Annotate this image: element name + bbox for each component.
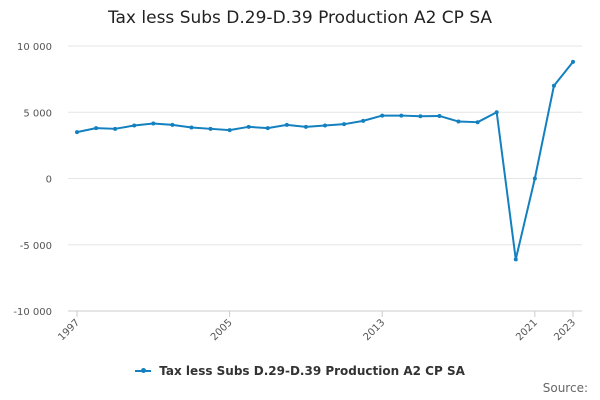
series-line	[76, 61, 574, 261]
x-tick-label: 2021	[514, 317, 540, 343]
series-group	[75, 59, 575, 262]
y-tick-label: 10 000	[17, 42, 52, 53]
data-point[interactable]	[513, 257, 518, 262]
data-point[interactable]	[284, 122, 289, 127]
data-point[interactable]	[75, 130, 79, 135]
data-point[interactable]	[437, 113, 442, 118]
legend[interactable]: Tax less Subs D.29-D.39 Production A2 CP…	[0, 364, 600, 378]
data-point[interactable]	[456, 119, 461, 124]
data-point[interactable]	[189, 125, 194, 130]
data-point[interactable]	[323, 123, 327, 128]
data-point[interactable]	[170, 122, 175, 127]
data-point[interactable]	[342, 122, 347, 127]
data-point[interactable]	[380, 113, 385, 118]
data-point[interactable]	[227, 128, 232, 133]
data-point[interactable]	[303, 124, 308, 129]
data-point[interactable]	[132, 123, 137, 128]
chart-title: Tax less Subs D.29-D.39 Production A2 CP…	[107, 8, 493, 28]
x-tick-label: 2023	[552, 317, 578, 343]
data-point[interactable]	[475, 120, 480, 125]
y-tick-label: 0	[46, 175, 52, 186]
data-point[interactable]	[113, 126, 118, 131]
data-point[interactable]	[532, 176, 537, 181]
x-tick-label: 1997	[56, 317, 82, 343]
y-tick-label: -5 000	[20, 241, 52, 252]
data-point[interactable]	[571, 59, 575, 64]
data-point[interactable]	[494, 110, 499, 115]
data-point[interactable]	[418, 114, 423, 119]
legend-label: Tax less Subs D.29-D.39 Production A2 CP…	[159, 364, 465, 378]
data-point[interactable]	[361, 118, 366, 123]
data-point[interactable]	[151, 121, 156, 126]
y-tick-label: 5 000	[23, 108, 52, 119]
data-point[interactable]	[399, 113, 404, 118]
data-point[interactable]	[246, 124, 251, 129]
legend-line-marker-icon	[135, 367, 152, 373]
y-axis-ticks: 10 000 5 000 0 -5 000 -10 000	[13, 42, 52, 318]
source-label: Source:	[542, 381, 588, 395]
data-point[interactable]	[551, 83, 556, 88]
y-tick-label: -10 000	[13, 307, 52, 318]
x-tick-label: 2005	[209, 317, 235, 343]
data-point[interactable]	[208, 126, 213, 131]
x-tick-label: 2013	[362, 317, 388, 343]
data-point[interactable]	[94, 126, 99, 131]
data-point[interactable]	[265, 126, 270, 131]
x-axis-ticks: 1997 2005 2013 2021 2023	[56, 311, 578, 343]
